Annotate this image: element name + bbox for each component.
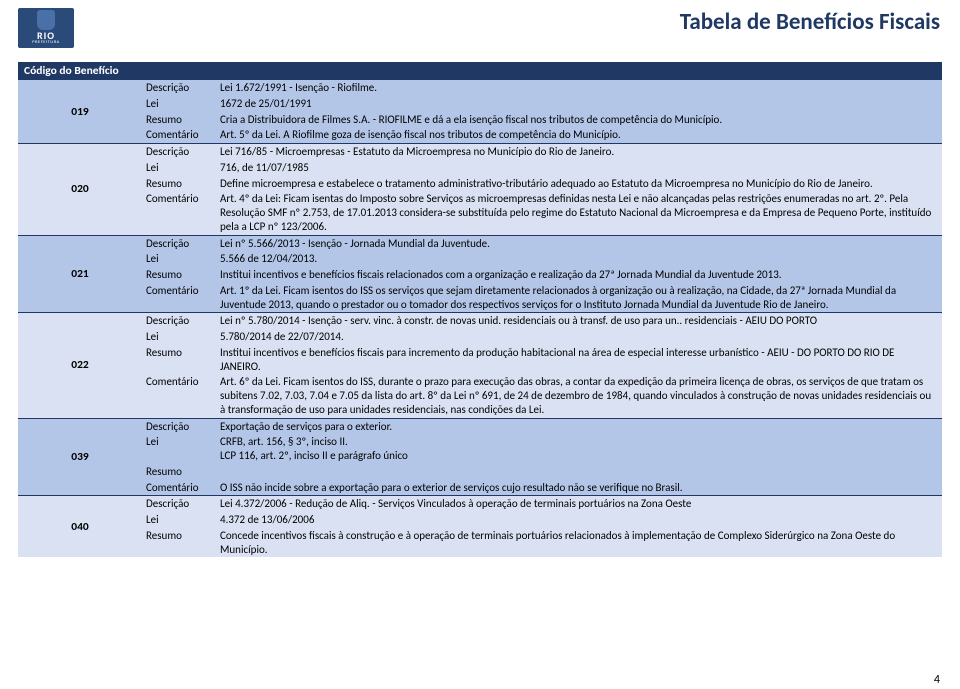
sub-row-resumo: ResumoCria a Distribuidora de Filmes S.A… bbox=[142, 112, 942, 128]
sub-label: Resumo bbox=[142, 464, 218, 480]
sub-value: Lei 4.372/2006 - Redução de Aliq. - Serv… bbox=[218, 496, 942, 512]
sub-row-descricao: DescriçãoLei 1.672/1991 - Isenção - Riof… bbox=[142, 80, 942, 96]
page-title: Tabela de Benefícios Fiscais bbox=[74, 8, 942, 36]
detail-cell: DescriçãoLei nº 5.780/2014 - Isenção - s… bbox=[142, 313, 942, 417]
sub-value: 4.372 de 13/06/2006 bbox=[218, 512, 942, 528]
page-number: 4 bbox=[934, 673, 940, 687]
sub-label: Descrição bbox=[142, 144, 218, 160]
sub-label: Descrição bbox=[142, 313, 218, 329]
sub-label: Comentário bbox=[142, 127, 218, 143]
sub-row-lei: Lei4.372 de 13/06/2006 bbox=[142, 512, 942, 528]
sub-label: Resumo bbox=[142, 267, 218, 283]
sub-value: Art. 5º da Lei. A Riofilme goza de isenç… bbox=[218, 127, 942, 143]
sub-row-resumo: ResumoConcede incentivos fiscais à const… bbox=[142, 528, 942, 558]
detail-cell: DescriçãoLei 1.672/1991 - Isenção - Riof… bbox=[142, 80, 942, 143]
sub-label: Comentário bbox=[142, 374, 218, 417]
sub-row-comentario: ComentárioArt. 1º da Lei. Ficam isentos … bbox=[142, 283, 942, 313]
sub-row-comentario: ComentárioArt. 4º da Lei: Ficam isentas … bbox=[142, 191, 942, 234]
sub-label: Lei bbox=[142, 329, 218, 345]
sub-value: 5.566 de 12/04/2013. bbox=[218, 251, 942, 267]
sub-label: Comentário bbox=[142, 191, 218, 234]
sub-row-resumo: ResumoInstitui incentivos e benefícios f… bbox=[142, 267, 942, 283]
sub-value: Art. 1º da Lei. Ficam isentos do ISS os … bbox=[218, 283, 942, 313]
table-row: 021DescriçãoLei nº 5.566/2013 - Isenção … bbox=[18, 236, 942, 314]
detail-cell: DescriçãoLei 4.372/2006 - Redução de Ali… bbox=[142, 496, 942, 557]
sub-label: Resumo bbox=[142, 112, 218, 128]
benefit-code: 039 bbox=[18, 419, 142, 496]
sub-value: Exportação de serviços para o exterior. bbox=[218, 419, 942, 435]
benefit-code: 022 bbox=[18, 313, 142, 417]
sub-value: Lei 716/85 - Microempresas - Estatuto da… bbox=[218, 144, 942, 160]
sub-row-comentario: ComentárioArt. 5º da Lei. A Riofilme goz… bbox=[142, 127, 942, 143]
rio-prefeitura-logo: RIO PREFEITURA bbox=[18, 8, 74, 48]
shield-icon bbox=[37, 10, 55, 30]
sub-row-resumo: ResumoDefine microempresa e estabelece o… bbox=[142, 176, 942, 192]
sub-value: Concede incentivos fiscais à construção … bbox=[218, 528, 942, 558]
sub-row-resumo: Resumo bbox=[142, 464, 942, 480]
detail-cell: DescriçãoLei 716/85 - Microempresas - Es… bbox=[142, 144, 942, 235]
sub-label: Descrição bbox=[142, 496, 218, 512]
sub-row-descricao: DescriçãoLei 4.372/2006 - Redução de Ali… bbox=[142, 496, 942, 512]
detail-cell: DescriçãoExportação de serviços para o e… bbox=[142, 419, 942, 496]
sub-value: 5.780/2014 de 22/07/2014. bbox=[218, 329, 942, 345]
sub-label: Lei bbox=[142, 160, 218, 176]
sub-value: Lei nº 5.566/2013 - Isenção - Jornada Mu… bbox=[218, 236, 942, 252]
sub-label: Resumo bbox=[142, 345, 218, 375]
title-row: RIO PREFEITURA Tabela de Benefícios Fisc… bbox=[18, 8, 942, 48]
logo-text-prefeitura: PREFEITURA bbox=[32, 41, 60, 46]
sub-row-descricao: DescriçãoLei 716/85 - Microempresas - Es… bbox=[142, 144, 942, 160]
sub-label: Comentário bbox=[142, 480, 218, 496]
sub-row-descricao: DescriçãoLei nº 5.780/2014 - Isenção - s… bbox=[142, 313, 942, 329]
sub-label: Lei bbox=[142, 434, 218, 464]
sub-value: 716, de 11/07/1985 bbox=[218, 160, 942, 176]
sub-label: Lei bbox=[142, 96, 218, 112]
sub-label: Lei bbox=[142, 512, 218, 528]
benefit-code: 019 bbox=[18, 80, 142, 143]
sub-label: Descrição bbox=[142, 419, 218, 435]
sub-row-lei: Lei5.566 de 12/04/2013. bbox=[142, 251, 942, 267]
sub-value: Define microempresa e estabelece o trata… bbox=[218, 176, 942, 192]
sub-label: Descrição bbox=[142, 236, 218, 252]
sub-row-descricao: DescriçãoLei nº 5.566/2013 - Isenção - J… bbox=[142, 236, 942, 252]
sub-value: 1672 de 25/01/1991 bbox=[218, 96, 942, 112]
sub-row-comentario: ComentárioArt. 6º da Lei. Ficam isentos … bbox=[142, 374, 942, 417]
sub-value: Art. 6º da Lei. Ficam isentos do ISS, du… bbox=[218, 374, 942, 417]
sub-value: Institui incentivos e benefícios fiscais… bbox=[218, 345, 942, 375]
table-header: Código do Benefício bbox=[18, 62, 942, 80]
sub-label: Comentário bbox=[142, 283, 218, 313]
sub-value: Lei 1.672/1991 - Isenção - Riofilme. bbox=[218, 80, 942, 96]
sub-value: Cria a Distribuidora de Filmes S.A. - RI… bbox=[218, 112, 942, 128]
sub-row-lei: LeiCRFB, art. 156, § 3º, inciso II. LCP … bbox=[142, 434, 942, 464]
sub-row-resumo: ResumoInstitui incentivos e benefícios f… bbox=[142, 345, 942, 375]
benefit-code: 020 bbox=[18, 144, 142, 235]
table-body: 019DescriçãoLei 1.672/1991 - Isenção - R… bbox=[18, 80, 942, 557]
sub-value: Lei nº 5.780/2014 - Isenção - serv. vinc… bbox=[218, 313, 942, 329]
sub-value: CRFB, art. 156, § 3º, inciso II. LCP 116… bbox=[218, 434, 942, 464]
table-row: 040DescriçãoLei 4.372/2006 - Redução de … bbox=[18, 496, 942, 557]
table-row: 039DescriçãoExportação de serviços para … bbox=[18, 419, 942, 497]
sub-label: Resumo bbox=[142, 528, 218, 558]
table-row: 020DescriçãoLei 716/85 - Microempresas -… bbox=[18, 144, 942, 236]
detail-cell: DescriçãoLei nº 5.566/2013 - Isenção - J… bbox=[142, 236, 942, 313]
sub-label: Descrição bbox=[142, 80, 218, 96]
sub-value: Art. 4º da Lei: Ficam isentas do Imposto… bbox=[218, 191, 942, 234]
document-page: RIO PREFEITURA Tabela de Benefícios Fisc… bbox=[0, 0, 960, 689]
table-row: 019DescriçãoLei 1.672/1991 - Isenção - R… bbox=[18, 80, 942, 144]
sub-value: O ISS não incide sobre a exportação para… bbox=[218, 480, 942, 496]
sub-row-comentario: ComentárioO ISS não incide sobre a expor… bbox=[142, 480, 942, 496]
sub-value bbox=[218, 464, 942, 480]
header-code: Código do Benefício bbox=[18, 64, 142, 78]
sub-row-lei: Lei716, de 11/07/1985 bbox=[142, 160, 942, 176]
sub-label: Resumo bbox=[142, 176, 218, 192]
benefit-code: 021 bbox=[18, 236, 142, 313]
benefit-code: 040 bbox=[18, 496, 142, 557]
sub-value: Institui incentivos e benefícios fiscais… bbox=[218, 267, 942, 283]
sub-row-descricao: DescriçãoExportação de serviços para o e… bbox=[142, 419, 942, 435]
sub-label: Lei bbox=[142, 251, 218, 267]
sub-row-lei: Lei5.780/2014 de 22/07/2014. bbox=[142, 329, 942, 345]
table-row: 022DescriçãoLei nº 5.780/2014 - Isenção … bbox=[18, 313, 942, 418]
sub-row-lei: Lei1672 de 25/01/1991 bbox=[142, 96, 942, 112]
